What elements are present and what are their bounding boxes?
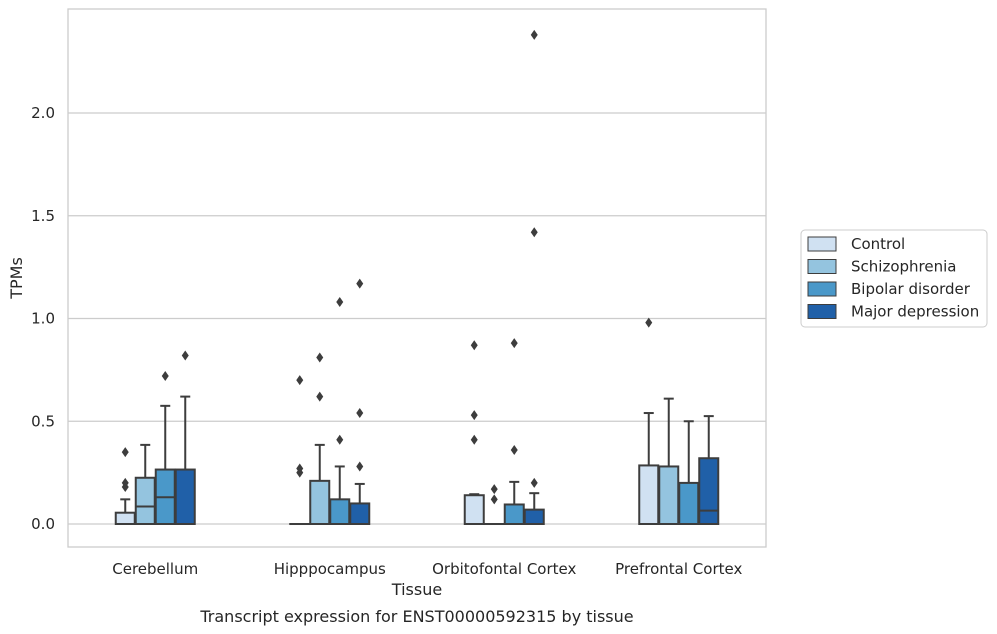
plot-area-frame xyxy=(67,8,767,548)
outlier-point xyxy=(296,463,304,474)
outlier-point xyxy=(490,494,498,505)
box-control xyxy=(289,375,311,526)
legend-item: Control xyxy=(807,235,905,253)
outlier-point xyxy=(316,352,324,363)
y-tick-label: 2.0 xyxy=(31,104,55,122)
chart-caption: Transcript expression for ENST0000059231… xyxy=(199,607,633,626)
box-bipolar-disorder xyxy=(154,371,176,526)
legend-item: Major depression xyxy=(807,303,979,321)
y-tick-label: 1.0 xyxy=(31,310,55,328)
y-tick-labels: 0.0 0.5 1.0 1.5 2.0 xyxy=(31,104,55,533)
x-tick-label: Prefrontal Cortex xyxy=(615,560,742,578)
legend-label: Control xyxy=(851,235,905,253)
box-iqr xyxy=(174,468,196,526)
outlier-point xyxy=(530,29,538,40)
outlier-point xyxy=(296,375,304,386)
box-schizophrenia xyxy=(134,443,156,526)
box-major-depression xyxy=(349,278,371,526)
legend-frame xyxy=(800,229,988,328)
outlier-point xyxy=(490,484,498,495)
x-axis-label: Tissue xyxy=(391,580,442,599)
legend-label: Bipolar disorder xyxy=(851,280,971,298)
box-schizophrenia xyxy=(483,484,505,526)
box-iqr xyxy=(658,465,680,525)
box-control xyxy=(114,447,136,526)
box-iqr xyxy=(463,494,485,526)
x-tick-labels: Cerebellum Hipppocampus Orbitofontal Corte… xyxy=(112,560,742,578)
box-iqr xyxy=(349,502,371,526)
outlier-point xyxy=(356,408,364,419)
box-marks xyxy=(114,29,720,526)
legend-swatch xyxy=(807,236,837,252)
y-tick-label: 0.5 xyxy=(31,412,55,430)
box-major-depression xyxy=(698,415,720,525)
box-iqr xyxy=(329,498,351,525)
outlier-point xyxy=(336,297,344,308)
outlier-point xyxy=(316,391,324,402)
x-tick-label: Cerebellum xyxy=(112,560,198,578)
y-axis-label: TPMs xyxy=(7,257,26,300)
legend-swatch xyxy=(807,259,837,274)
outlier-point xyxy=(645,317,653,328)
outlier-point xyxy=(530,227,538,238)
legend-label: Major depression xyxy=(851,303,979,321)
legend-item: Bipolar disorder xyxy=(807,280,971,298)
gridlines xyxy=(68,112,766,525)
box-iqr xyxy=(638,464,660,525)
y-tick-label: 1.5 xyxy=(31,207,55,225)
legend-swatch xyxy=(807,304,837,319)
box-iqr xyxy=(503,503,525,526)
box-iqr xyxy=(678,481,700,525)
outlier-point xyxy=(121,447,129,458)
outlier-point xyxy=(121,477,129,488)
box-iqr xyxy=(309,479,331,525)
legend-swatch xyxy=(807,281,837,297)
box-iqr xyxy=(523,508,545,525)
box-iqr xyxy=(134,476,156,526)
outlier-point xyxy=(470,434,478,445)
box-bipolar-disorder xyxy=(678,420,700,525)
box-schizophrenia xyxy=(658,397,680,525)
x-tick-label: Hipppocampus xyxy=(274,560,386,578)
legend: Control Schizophrenia Bipolar disorder Majo… xyxy=(800,229,988,328)
box-iqr xyxy=(698,457,720,525)
y-tick-label: 0.0 xyxy=(31,515,55,533)
outlier-point xyxy=(161,371,169,382)
box-schizophrenia xyxy=(309,352,331,525)
box-bipolar-disorder xyxy=(329,297,351,525)
x-tick-label: Orbitofontal Cortex xyxy=(432,560,576,578)
box-iqr xyxy=(114,511,136,526)
box-major-depression xyxy=(523,29,545,525)
legend-item: Schizophrenia xyxy=(807,258,956,276)
outlier-point xyxy=(356,278,364,289)
outlier-point xyxy=(356,461,364,472)
outlier-point xyxy=(181,350,189,361)
box-control xyxy=(463,340,485,526)
box-major-depression xyxy=(174,350,196,526)
outlier-point xyxy=(470,340,478,351)
legend-label: Schizophrenia xyxy=(851,258,956,276)
box-bipolar-disorder xyxy=(503,338,525,526)
outlier-point xyxy=(510,445,518,456)
box-control xyxy=(638,317,660,525)
outlier-point xyxy=(336,434,344,445)
outlier-point xyxy=(510,338,518,349)
outlier-point xyxy=(530,477,538,488)
outlier-point xyxy=(470,410,478,421)
